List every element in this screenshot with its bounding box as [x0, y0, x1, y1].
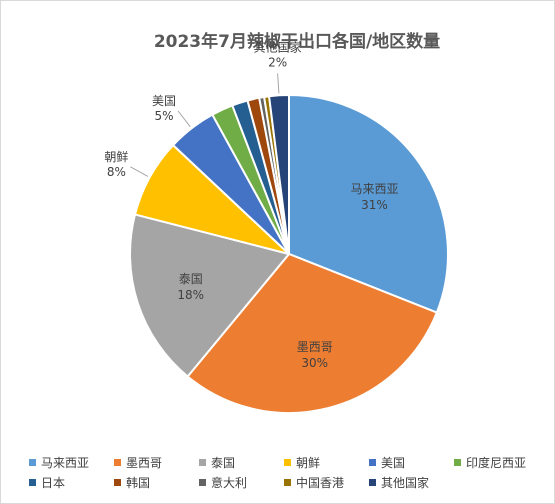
legend-swatch-泰国	[199, 459, 206, 466]
chart-title: 2023年7月辣椒干出口各国/地区数量	[154, 31, 440, 52]
data-label-value-马来西亚: 31%	[361, 198, 388, 212]
legend-swatch-美国	[369, 459, 376, 466]
data-label-name-马来西亚: 马来西亚	[350, 182, 398, 196]
legend-swatch-中国香港	[284, 479, 291, 486]
leader-line-其他国家	[277, 73, 280, 94]
data-label-value-美国: 5%	[155, 109, 174, 123]
legend-label-意大利: 意大利	[211, 475, 247, 490]
legend-item-美国: 美国	[369, 456, 405, 470]
legend-label-韩国: 韩国	[126, 475, 150, 490]
legend-swatch-日本	[29, 479, 36, 486]
data-label-value-朝鲜: 8%	[107, 165, 126, 179]
pie-slices	[129, 93, 449, 414]
data-label-name-美国: 美国	[152, 94, 176, 108]
legend-item-墨西哥: 墨西哥	[114, 456, 162, 470]
legend-label-日本: 日本	[41, 476, 65, 490]
data-label-name-其他国家: 其他国家	[254, 39, 302, 54]
data-label-value-墨西哥: 30%	[301, 356, 328, 370]
legend-swatch-墨西哥	[114, 459, 121, 466]
pie-slice-其他国家	[267, 93, 290, 255]
data-label-value-泰国: 18%	[177, 288, 204, 302]
legend-item-韩国: 韩国	[114, 475, 150, 490]
legend-swatch-朝鲜	[284, 459, 291, 466]
leader-line-朝鲜	[130, 166, 149, 177]
legend-label-美国: 美国	[381, 456, 405, 470]
legend-item-其他国家: 其他国家	[369, 475, 429, 490]
legend-swatch-印度尼西亚	[454, 459, 461, 466]
leader-line-美国	[177, 110, 191, 128]
legend-label-朝鲜: 朝鲜	[296, 456, 320, 470]
legend-label-马来西亚: 马来西亚	[41, 456, 89, 470]
legend-label-墨西哥: 墨西哥	[126, 456, 162, 470]
legend-label-泰国: 泰国	[211, 456, 235, 470]
pie-slice-墨西哥	[186, 252, 439, 414]
pie-slice-泰国	[129, 213, 291, 378]
legend-item-日本: 日本	[29, 476, 65, 490]
legend-swatch-马来西亚	[29, 459, 36, 466]
legend-item-马来西亚: 马来西亚	[29, 456, 89, 470]
legend-item-印度尼西亚: 印度尼西亚	[454, 455, 526, 470]
pie-slice-马来西亚	[288, 93, 449, 314]
legend-label-中国香港: 中国香港	[296, 475, 344, 490]
data-label-name-朝鲜: 朝鲜	[104, 150, 128, 164]
legend-swatch-意大利	[199, 479, 206, 486]
legend-item-意大利: 意大利	[199, 475, 247, 490]
data-label-value-其他国家: 2%	[268, 55, 287, 69]
data-label-name-墨西哥: 墨西哥	[297, 340, 333, 354]
legend-item-泰国: 泰国	[199, 456, 235, 470]
legend-swatch-其他国家	[369, 479, 376, 486]
legend-label-印度尼西亚: 印度尼西亚	[466, 455, 526, 470]
legend-item-中国香港: 中国香港	[284, 475, 344, 490]
legend-swatch-韩国	[114, 479, 121, 486]
legend-label-其他国家: 其他国家	[381, 475, 429, 490]
leader-lines	[130, 73, 280, 177]
legend-item-朝鲜: 朝鲜	[284, 456, 320, 470]
data-label-name-泰国: 泰国	[179, 272, 203, 286]
